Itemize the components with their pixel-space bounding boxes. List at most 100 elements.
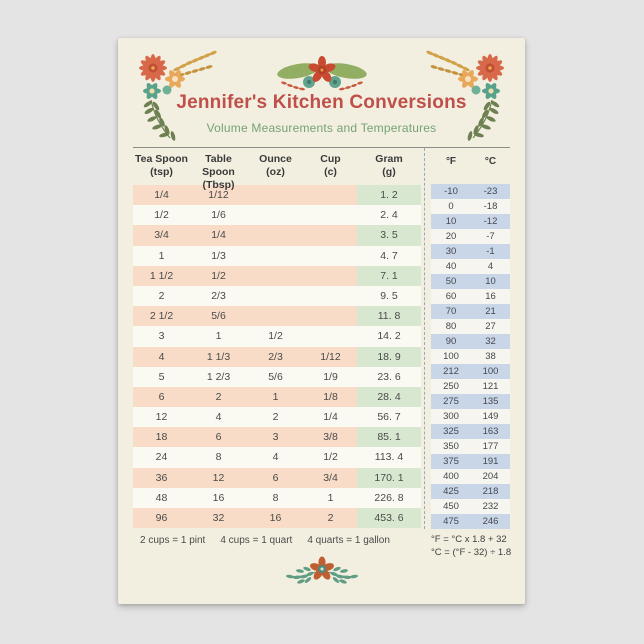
temperature-cell: 30 bbox=[445, 246, 457, 257]
temperature-cell: -1 bbox=[486, 246, 495, 257]
volume-cell bbox=[304, 306, 357, 326]
temperature-cell: 10 bbox=[445, 216, 457, 227]
volume-cell: 24 bbox=[155, 451, 168, 464]
volume-cell bbox=[304, 266, 357, 286]
volume-cell: 1/12 bbox=[208, 189, 229, 201]
volume-conversion-table: Tea Spoon (tsp) Table Spoon (Tbsp) Ounce (oz)… bbox=[133, 148, 421, 529]
volume-cell: 96 bbox=[155, 512, 168, 524]
volume-cell: 1 2/3 bbox=[206, 370, 231, 383]
temperature-table-row: 212 100 bbox=[431, 364, 510, 379]
volume-column-header: Gram (g) bbox=[375, 153, 403, 178]
floral-spray-top-center-icon bbox=[276, 56, 367, 91]
fahrenheit-formula: °F = °C x 1.8 + 32 bbox=[431, 534, 507, 545]
volume-cell: 16 bbox=[269, 512, 282, 524]
volume-cell: 16 bbox=[212, 491, 225, 504]
temperature-table-row: 90 32 bbox=[431, 334, 510, 349]
temperature-cell: 204 bbox=[482, 471, 499, 482]
volume-cell: 2/3 bbox=[268, 350, 283, 363]
volume-cell: 1/2 bbox=[323, 451, 338, 464]
gram-cell: 226. 8 bbox=[374, 491, 404, 504]
volume-table-row: 1/4 1/12 1. 2 bbox=[133, 185, 421, 206]
temperature-table-row: 300 149 bbox=[431, 409, 510, 424]
volume-table-row: 2 2/3 9. 5 bbox=[133, 285, 421, 307]
gram-cell: 4. 7 bbox=[380, 249, 398, 262]
volume-cell: 8 bbox=[215, 451, 222, 464]
volume-cell: 2 bbox=[158, 289, 165, 302]
temperature-cell: -23 bbox=[483, 186, 498, 197]
temperature-cell: 191 bbox=[482, 456, 499, 467]
temperature-cell: 425 bbox=[443, 486, 459, 497]
volume-cell bbox=[247, 185, 304, 205]
volume-cell bbox=[247, 205, 304, 225]
temperature-cell: -10 bbox=[444, 186, 458, 197]
volume-table-row: 1/2 1/6 2. 4 bbox=[133, 205, 421, 226]
temperature-cell: 300 bbox=[443, 411, 459, 422]
temperature-table-row: 30 -1 bbox=[431, 244, 510, 259]
temperature-table-row: 20 -7 bbox=[431, 229, 510, 244]
temperature-cell: 325 bbox=[443, 426, 459, 437]
volume-cell bbox=[247, 306, 304, 326]
temperature-cell: 80 bbox=[445, 321, 457, 332]
volume-cell: 3/4 bbox=[323, 471, 338, 484]
volume-cell: 3/8 bbox=[323, 431, 338, 444]
volume-column-header: Table Spoon (Tbsp) bbox=[202, 153, 235, 191]
temperature-table-row: 400 204 bbox=[431, 469, 510, 484]
volume-table-row: 3 1 1/2 14. 2 bbox=[133, 326, 421, 347]
fahrenheit-column-header: °F bbox=[445, 156, 457, 167]
volume-table-row: 3/4 1/4 3. 5 bbox=[133, 225, 421, 246]
temperature-cell: 20 bbox=[445, 231, 457, 242]
temperature-table-row: 10 -12 bbox=[431, 214, 510, 229]
temperature-cell: 275 bbox=[443, 396, 459, 407]
temperature-table-row: 50 10 bbox=[431, 274, 510, 289]
temperature-cell: 100 bbox=[482, 366, 499, 377]
temperature-cell: 400 bbox=[443, 471, 459, 482]
volume-cell bbox=[247, 225, 304, 245]
volume-cell: 48 bbox=[155, 491, 168, 504]
temperature-table-row: -10 -23 bbox=[431, 184, 510, 199]
volume-cell: 1 1/3 bbox=[206, 350, 231, 363]
volume-cell: 4 bbox=[158, 350, 165, 363]
volume-cell: 6 bbox=[158, 390, 165, 403]
temperature-cell: 350 bbox=[443, 441, 459, 452]
volume-cell: 1/8 bbox=[323, 390, 338, 403]
temperature-table-row: 325 163 bbox=[431, 424, 510, 439]
gram-cell: 23. 6 bbox=[377, 370, 401, 383]
temperature-cell: 100 bbox=[443, 351, 459, 362]
volume-cell: 1 1/2 bbox=[149, 269, 174, 282]
volume-footnotes: 2 cups = 1 pint 4 cups = 1 quart 4 quart… bbox=[140, 535, 390, 546]
temperature-cell: 40 bbox=[445, 261, 457, 272]
volume-cell: 36 bbox=[155, 471, 168, 484]
volume-table-row: 6 2 1 1/8 28. 4 bbox=[133, 386, 421, 408]
volume-cell bbox=[304, 185, 357, 205]
temperature-formulas: °F = °C x 1.8 + 32 °C = (°F - 32) ÷ 1.8 bbox=[431, 533, 511, 559]
volume-cell: 8 bbox=[272, 491, 279, 504]
volume-column-header: Tea Spoon (tsp) bbox=[135, 153, 188, 178]
temperature-table-row: 70 21 bbox=[431, 304, 510, 319]
volume-cell: 6 bbox=[215, 431, 222, 444]
volume-column-header: Ounce (oz) bbox=[259, 153, 292, 178]
volume-table-header: Tea Spoon (tsp) Table Spoon (Tbsp) Ounce (oz)… bbox=[133, 148, 421, 191]
temperature-cell: 4 bbox=[487, 261, 494, 272]
footnote-gallon: 4 quarts = 1 gallon bbox=[307, 535, 390, 546]
temperature-cell: 10 bbox=[485, 276, 496, 287]
temperature-cell: 0 bbox=[448, 201, 454, 212]
volume-table-row: 1 1/2 1/2 7. 1 bbox=[133, 265, 421, 286]
temperature-cell: -18 bbox=[483, 201, 498, 212]
volume-table-row: 36 12 6 3/4 170. 1 bbox=[133, 467, 421, 488]
volume-cell bbox=[247, 266, 304, 286]
gram-cell: 453. 6 bbox=[357, 508, 421, 529]
gram-cell: 14. 2 bbox=[377, 330, 401, 343]
volume-cell: 1 bbox=[215, 330, 222, 343]
volume-cell: 1/4 bbox=[154, 189, 169, 201]
volume-cell: 1/2 bbox=[211, 269, 226, 282]
volume-cell bbox=[304, 246, 357, 266]
volume-column-header: Cup (c) bbox=[320, 153, 341, 178]
volume-cell: 32 bbox=[212, 512, 225, 524]
temperature-cell: -12 bbox=[483, 216, 498, 227]
gram-cell: 85. 1 bbox=[357, 427, 421, 448]
volume-table-row: 96 32 16 2 453. 6 bbox=[133, 508, 421, 529]
volume-cell bbox=[247, 286, 304, 306]
volume-cell: 1/4 bbox=[211, 229, 226, 242]
volume-cell: 5 bbox=[158, 370, 165, 383]
temperature-cell: 21 bbox=[485, 306, 496, 317]
